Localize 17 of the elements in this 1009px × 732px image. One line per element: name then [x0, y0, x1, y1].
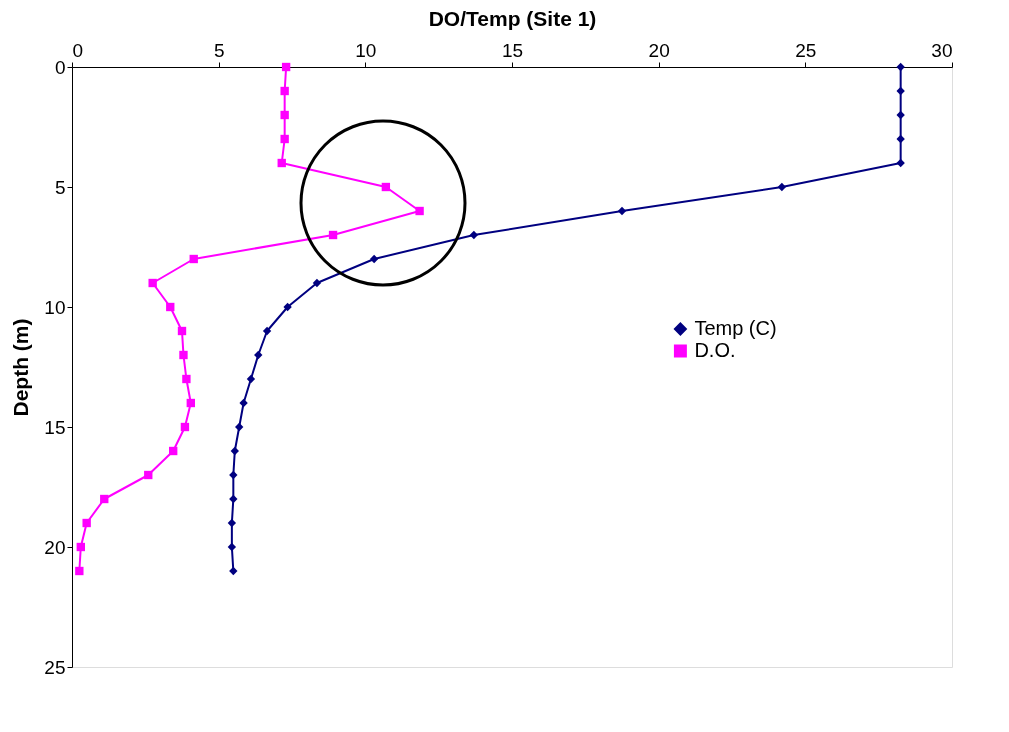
legend-label: D.O. — [694, 339, 736, 361]
x-tick-label: 5 — [213, 39, 225, 61]
y-axis-title: Depth (m) — [9, 318, 33, 417]
x-axis-title: DO/Temp (Site 1) — [428, 6, 597, 30]
y-tick-label: 10 — [44, 296, 66, 318]
x-tick-label: 15 — [501, 39, 524, 61]
y-tick-label: 15 — [44, 416, 66, 438]
x-tick-label: 0 — [72, 39, 84, 61]
legend-label: Temp (C) — [694, 317, 777, 339]
x-tick-label: 20 — [648, 39, 670, 61]
x-tick-label: 25 — [795, 39, 817, 61]
x-tick-label: 10 — [355, 39, 377, 61]
y-tick-label: 25 — [44, 656, 66, 678]
y-tick-label: 0 — [54, 56, 66, 78]
y-tick-label: 20 — [44, 536, 66, 558]
x-tick-label: 30 — [931, 39, 953, 61]
y-tick-label: 5 — [54, 176, 66, 198]
